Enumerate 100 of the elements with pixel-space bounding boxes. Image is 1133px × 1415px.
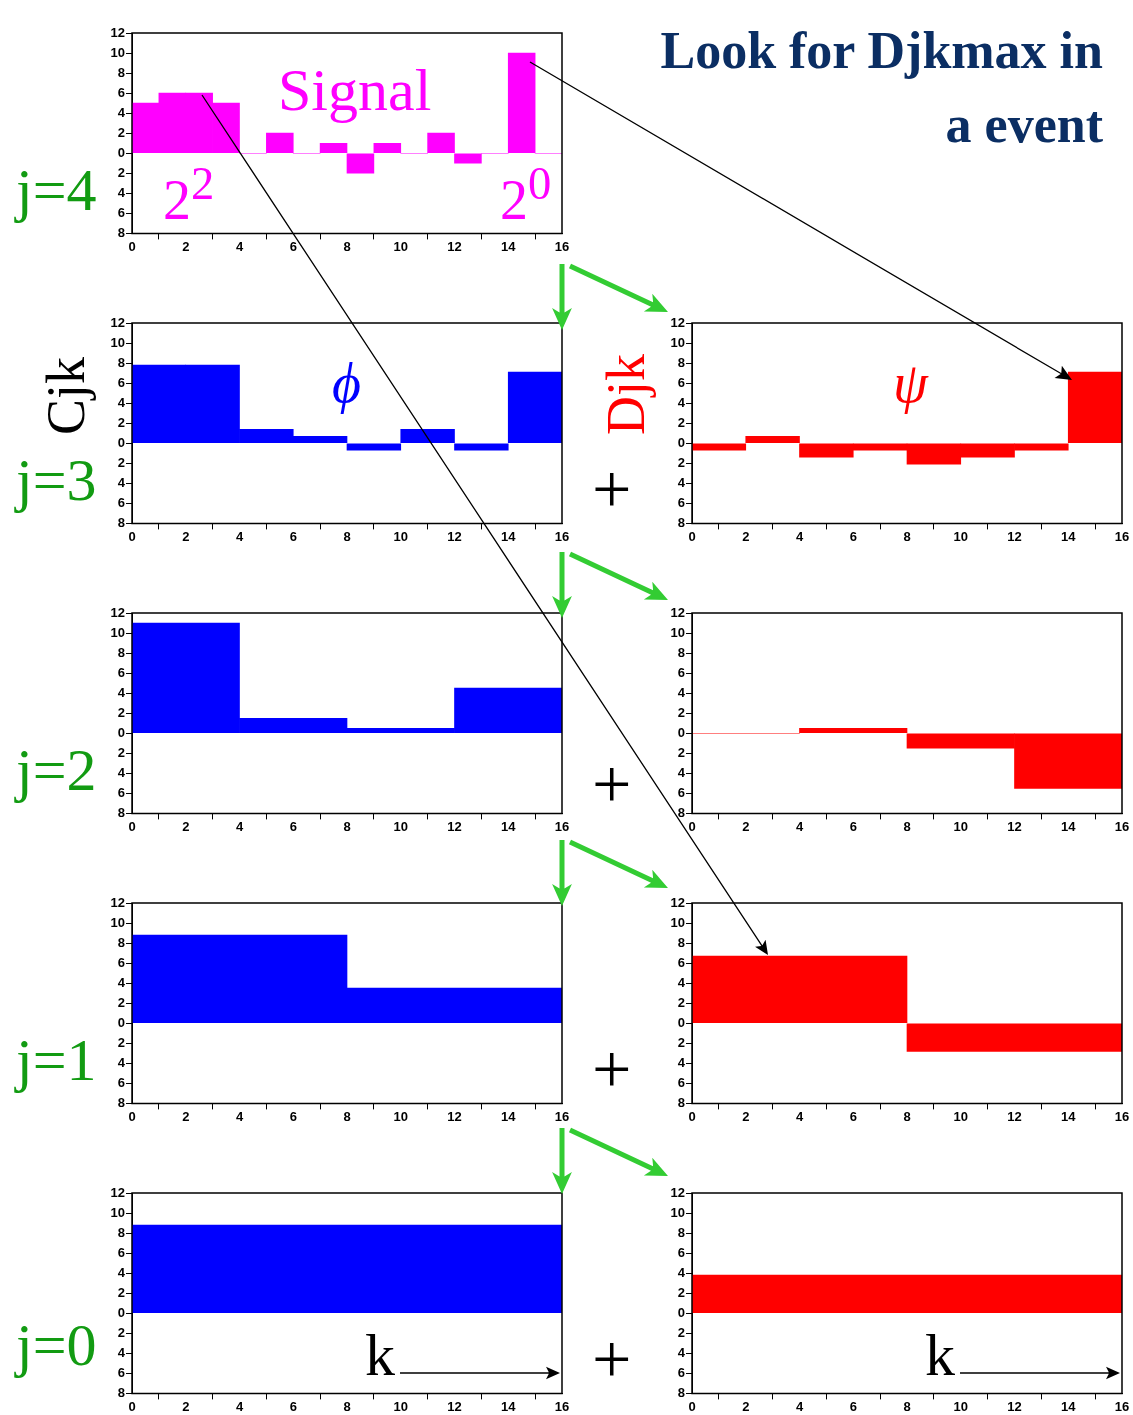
- y-tick-label: 12: [110, 894, 125, 910]
- x-tick-label: 4: [795, 1398, 804, 1414]
- y-tick-label: 6: [677, 1364, 685, 1380]
- y-tick-label: 2: [677, 1324, 685, 1340]
- y-tick-label: 6: [117, 1244, 125, 1260]
- x-tick-label: 8: [343, 1398, 351, 1414]
- y-tick-label: 8: [117, 644, 125, 660]
- y-tick-label: 8: [677, 934, 685, 950]
- y-tick-label: 4: [117, 104, 126, 120]
- x-tick-label: 12: [1007, 1398, 1022, 1414]
- y-tick-label: 4: [117, 1264, 126, 1280]
- x-tick-label: 12: [1007, 528, 1022, 544]
- y-tick-label: 2: [677, 414, 685, 430]
- y-tick-label: 12: [110, 314, 125, 330]
- x-tick-label: 8: [343, 528, 351, 544]
- y-tick-label: 6: [677, 374, 685, 390]
- x-tick-label: 2: [742, 528, 750, 544]
- y-tick-label: 2: [117, 1284, 125, 1300]
- y-tick-label: 4: [117, 1344, 126, 1360]
- x-tick-label: 6: [849, 1398, 857, 1414]
- y-tick-label: 10: [110, 334, 125, 350]
- y-tick-label: 8: [677, 514, 685, 530]
- y-axis-title: Djk: [596, 354, 656, 435]
- y-tick-label: 8: [117, 934, 125, 950]
- y-tick-label: 8: [117, 1094, 125, 1110]
- annotation: k: [365, 1322, 395, 1388]
- text: j=3: [16, 447, 97, 513]
- text: +: [592, 746, 632, 823]
- y-tick-label: 0: [117, 724, 125, 740]
- y-axis-title: Cjk: [36, 356, 96, 435]
- y-tick-label: 6: [117, 494, 125, 510]
- y-tick-label: 0: [117, 1304, 125, 1320]
- x-tick-label: 2: [742, 818, 750, 834]
- x-tick-label: 2: [742, 1398, 750, 1414]
- y-tick-label: 6: [117, 784, 125, 800]
- x-tick-label: 4: [235, 238, 244, 254]
- y-tick-label: 2: [117, 1034, 125, 1050]
- y-tick-label: 2: [677, 744, 685, 760]
- x-tick-label: 8: [343, 818, 351, 834]
- annotation: 2$^{0}$: [500, 157, 552, 231]
- y-tick-label: 2: [117, 124, 125, 140]
- y-tick-label: 8: [677, 354, 685, 370]
- x-tick-label: 14: [501, 1108, 517, 1124]
- y-tick-label: 2: [677, 994, 685, 1010]
- y-tick-label: 2: [117, 414, 125, 430]
- y-tick-label: 6: [677, 1074, 685, 1090]
- x-tick-label: 4: [795, 818, 804, 834]
- x-tick-label: 6: [849, 1108, 857, 1124]
- y-tick-label: 10: [110, 624, 125, 640]
- y-tick-label: 4: [117, 974, 126, 990]
- x-tick-label: 12: [1007, 818, 1022, 834]
- y-tick-label: 0: [117, 1014, 125, 1030]
- y-tick-label: 2: [117, 744, 125, 760]
- y-tick-label: 8: [117, 1224, 125, 1240]
- x-tick-label: 12: [1007, 1108, 1022, 1124]
- x-tick-label: 6: [289, 818, 297, 834]
- y-tick-label: 4: [677, 684, 686, 700]
- y-tick-label: 12: [670, 314, 685, 330]
- x-tick-label: 10: [393, 1108, 408, 1124]
- x-tick-label: 12: [447, 818, 462, 834]
- x-tick-label: 4: [235, 1398, 244, 1414]
- y-tick-label: 12: [670, 894, 685, 910]
- y-tick-label: 4: [677, 1344, 686, 1360]
- text: j=1: [16, 1027, 97, 1093]
- y-tick-label: 10: [670, 624, 685, 640]
- x-tick-label: 0: [128, 238, 136, 254]
- x-tick-label: 10: [953, 528, 968, 544]
- y-tick-label: 12: [110, 24, 125, 40]
- x-tick-label: 0: [128, 528, 136, 544]
- y-tick-label: 2: [117, 704, 125, 720]
- x-tick-label: 14: [501, 238, 517, 254]
- x-tick-label: 16: [554, 238, 570, 254]
- x-tick-label: 0: [688, 1108, 696, 1124]
- x-tick-label: 8: [343, 1108, 351, 1124]
- y-tick-label: 6: [117, 374, 125, 390]
- x-tick-label: 16: [554, 1108, 570, 1124]
- y-tick-label: 4: [117, 474, 126, 490]
- x-tick-label: 4: [795, 528, 804, 544]
- y-tick-label: 0: [117, 144, 125, 160]
- x-tick-label: 8: [903, 1108, 911, 1124]
- x-tick-label: 8: [903, 1398, 911, 1414]
- y-tick-label: 4: [117, 184, 126, 200]
- x-tick-label: 14: [501, 818, 517, 834]
- y-tick-label: 4: [677, 764, 686, 780]
- x-tick-label: 16: [554, 1398, 570, 1414]
- y-tick-label: 10: [110, 1204, 125, 1220]
- y-tick-label: 2: [117, 1324, 125, 1340]
- x-tick-label: 8: [903, 528, 911, 544]
- x-tick-label: 10: [393, 1398, 408, 1414]
- x-tick-label: 4: [235, 528, 244, 544]
- x-tick-label: 6: [849, 818, 857, 834]
- y-tick-label: 10: [670, 914, 685, 930]
- x-tick-label: 4: [795, 1108, 804, 1124]
- y-tick-label: 10: [670, 334, 685, 350]
- x-tick-label: 14: [1061, 1108, 1077, 1124]
- y-tick-label: 6: [117, 1074, 125, 1090]
- y-tick-label: 10: [110, 914, 125, 930]
- y-tick-label: 6: [677, 664, 685, 680]
- y-tick-label: 4: [117, 394, 126, 410]
- x-tick-label: 0: [128, 1108, 136, 1124]
